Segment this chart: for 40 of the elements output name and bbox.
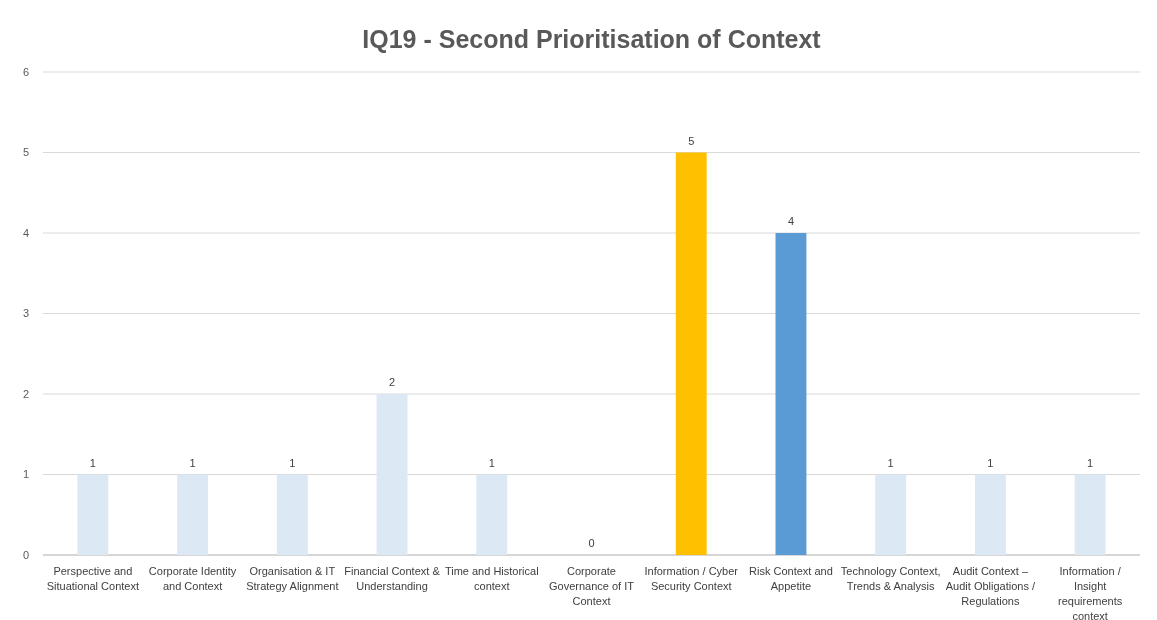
- bar: [775, 233, 807, 555]
- y-tick-label: 6: [22, 65, 29, 78]
- x-tick-label: Corporate Governance of IT Context: [549, 565, 635, 607]
- x-tick-label: Technology Context, Trends & Analysis: [840, 565, 941, 592]
- x-tick-label: Information / Cyber Security Context: [644, 565, 739, 592]
- bar: [177, 474, 209, 555]
- data-label: 1: [887, 456, 894, 469]
- y-tick-label: 3: [22, 307, 29, 320]
- data-label: 2: [388, 376, 396, 388]
- x-tick-label: Audit Context – Audit Obligations / Regulations: [945, 565, 1036, 607]
- x-tick-label: Time and Historical context: [444, 565, 539, 592]
- x-tick-label: Financial Context & Understanding: [344, 565, 441, 592]
- data-label: 1: [1087, 456, 1094, 469]
- bar: [1074, 474, 1106, 555]
- x-tick-label: Risk Context and Appetite: [749, 565, 833, 592]
- data-label: 1: [189, 456, 196, 469]
- chart-title: IQ19 - Second Prioritisation of Context: [362, 25, 822, 53]
- data-label: 5: [688, 134, 695, 147]
- y-tick-label: 5: [22, 146, 29, 159]
- bar: [476, 474, 508, 555]
- bar: [974, 474, 1006, 555]
- data-label: 1: [987, 456, 994, 469]
- y-tick-label: 4: [22, 226, 29, 239]
- data-label: 4: [787, 215, 795, 227]
- x-tick-label: Organisation & IT Strategy Alignment: [246, 565, 339, 592]
- y-tick-label: 0: [22, 548, 29, 561]
- y-tick-label: 1: [22, 468, 29, 481]
- bar: [875, 474, 907, 555]
- x-tick-label: Corporate Identity and Context: [148, 565, 237, 592]
- data-label: 1: [488, 456, 495, 469]
- data-label: 0: [588, 537, 595, 549]
- bar: [675, 152, 707, 555]
- bar: [276, 474, 308, 555]
- bar: [77, 474, 109, 555]
- data-label: 1: [89, 456, 96, 469]
- x-tick-label: Information / Insight requirements context: [1058, 565, 1123, 620]
- bar: [376, 394, 408, 555]
- y-tick-label: 2: [22, 387, 29, 400]
- x-tick-label: Perspective and Situational Context: [46, 565, 140, 592]
- data-label: 1: [289, 456, 296, 469]
